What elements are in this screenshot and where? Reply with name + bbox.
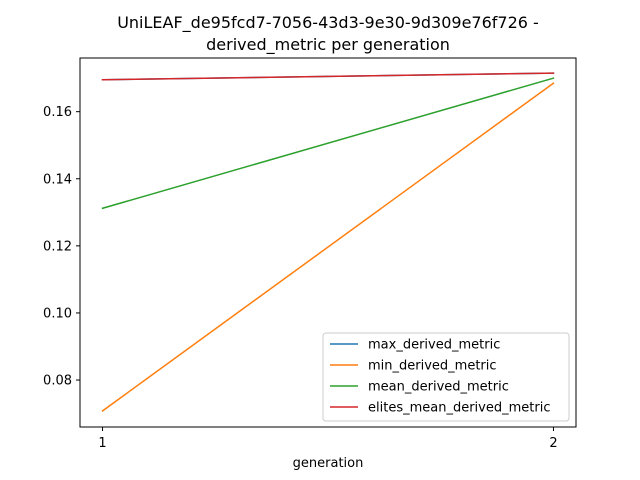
y-tick-label: 0.08 xyxy=(43,374,72,389)
legend-entries: max_derived_metric min_derived_metricmean… xyxy=(330,338,550,416)
x-tick-label: 1 xyxy=(98,436,106,451)
y-tick-label: 0.14 xyxy=(43,172,72,187)
y-axis: 0.08 0.10 0.12 0.14 0.16 xyxy=(43,105,80,389)
y-tick-label: 0.12 xyxy=(43,239,72,254)
series-line-mean_derived_metric xyxy=(101,77,555,210)
x-tick-label: 2 xyxy=(549,436,557,451)
chart-title-line2: derived_metric per generation xyxy=(206,35,450,55)
legend-label-min_derived_metric: min_derived_metric xyxy=(368,359,497,374)
legend-label-mean_derived_metric: mean_derived_metric xyxy=(368,380,509,395)
y-tick-label: 0.16 xyxy=(43,105,72,120)
legend-label-elites_mean_derived_metric: elites_mean_derived_metric xyxy=(368,401,550,416)
legend: max_derived_metric min_derived_metricmean… xyxy=(322,332,570,422)
y-tick-label: 0.10 xyxy=(43,306,72,321)
plot-area xyxy=(101,72,555,412)
plot-frame xyxy=(79,57,577,428)
chart-title-line1: UniLEAF_de95fcd7-7056-43d3-9e30-9d309e76… xyxy=(117,13,539,33)
legend-label-max_derived_metric: max_derived_metric xyxy=(368,338,500,353)
series-line-min_derived_metric xyxy=(101,82,555,412)
series-line-elites_mean_derived_metric xyxy=(101,72,555,81)
x-axis-label: generation xyxy=(293,456,364,471)
legend-box xyxy=(322,332,570,422)
